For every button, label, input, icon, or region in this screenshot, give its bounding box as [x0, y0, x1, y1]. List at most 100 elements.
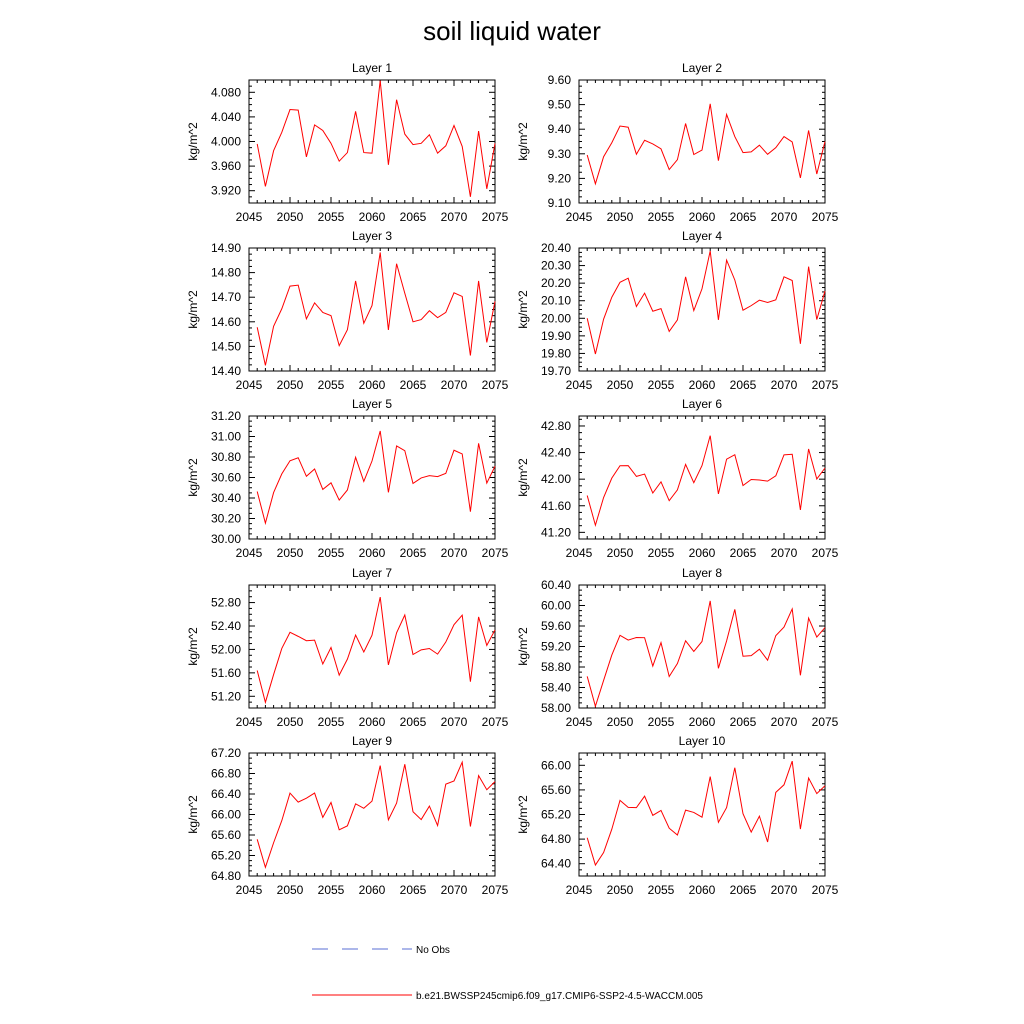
x-tick-label: 2060: [359, 210, 386, 224]
y-tick-label: 20.00: [541, 311, 571, 325]
panel-title: Layer 5: [352, 397, 392, 411]
y-tick-label: 66.80: [211, 767, 241, 781]
x-tick-label: 2050: [277, 715, 304, 729]
x-tick-label: 2075: [482, 378, 509, 392]
y-tick-label: 59.20: [541, 640, 571, 654]
x-tick-label: 2070: [771, 378, 798, 392]
chart-panel-layer-8: Layer 8 kg/m^2 2045 2050 2055 2060 2065 2070 207…: [516, 566, 839, 729]
x-tick-label: 2060: [359, 883, 386, 897]
y-tick-label: 51.60: [211, 666, 241, 680]
y-tick-label: 14.40: [211, 364, 241, 378]
x-tick-label: 2065: [400, 546, 427, 560]
x-tick-label: 2055: [648, 546, 675, 560]
legend: No Obs b.e21.BWSSP245cmip6.f09_g17.CMIP6-…: [312, 945, 703, 1002]
x-tick-label: 2075: [812, 546, 839, 560]
x-tick-label: 2070: [441, 715, 468, 729]
y-tick-label: 64.80: [211, 869, 241, 883]
x-tick-label: 2065: [400, 883, 427, 897]
x-tick-label: 2045: [566, 378, 593, 392]
x-tick-label: 2060: [689, 210, 716, 224]
panel-title: Layer 1: [352, 61, 392, 75]
panel-title: Layer 8: [682, 566, 722, 580]
y-tick-label: 60.00: [541, 599, 571, 613]
x-tick-label: 2055: [318, 546, 345, 560]
x-tick-label: 2060: [359, 715, 386, 729]
y-tick-label: 14.60: [211, 315, 241, 329]
y-tick-label: 64.40: [541, 857, 571, 871]
chart-panel-layer-6: Layer 6 kg/m^2 2045 2050 2055 2060 2065 2070 207…: [516, 397, 839, 560]
x-tick-label: 2050: [607, 715, 634, 729]
y-tick-label: 51.20: [211, 689, 241, 703]
y-tick-label: 4.000: [211, 135, 241, 149]
y-axis-label: kg/m^2: [186, 458, 200, 497]
series-line: [256, 252, 496, 366]
y-tick-label: 59.60: [541, 619, 571, 633]
panel-title: Layer 3: [352, 229, 392, 243]
y-tick-label: 64.80: [541, 832, 571, 846]
plot-frame: [248, 247, 496, 372]
x-tick-label: 2075: [482, 715, 509, 729]
series-line: [586, 103, 826, 186]
x-tick-label: 2070: [771, 883, 798, 897]
y-tick-label: 60.40: [541, 578, 571, 592]
x-tick-label: 2065: [730, 378, 757, 392]
y-tick-label: 20.10: [541, 294, 571, 308]
x-tick-label: 2070: [441, 378, 468, 392]
x-tick-label: 2045: [236, 378, 263, 392]
y-tick-label: 66.40: [211, 787, 241, 801]
x-tick-label: 2065: [730, 883, 757, 897]
y-tick-label: 42.80: [541, 419, 571, 433]
x-tick-label: 2065: [400, 210, 427, 224]
x-tick-label: 2055: [318, 883, 345, 897]
y-tick-label: 9.50: [548, 98, 572, 112]
series-line: [586, 250, 826, 355]
y-tick-label: 30.00: [211, 532, 241, 546]
panel-title: Layer 10: [679, 734, 726, 748]
series-line: [256, 80, 496, 197]
x-tick-label: 2050: [277, 546, 304, 560]
y-tick-label: 66.00: [541, 758, 571, 772]
x-tick-label: 2065: [730, 715, 757, 729]
plot-frame: [248, 415, 496, 540]
y-tick-label: 9.40: [548, 122, 572, 136]
x-tick-label: 2045: [236, 210, 263, 224]
chart-panel-layer-3: Layer 3 kg/m^2 2045 2050 2055 2060 2065 2070 207…: [186, 229, 509, 392]
y-tick-label: 30.80: [211, 450, 241, 464]
y-axis-label: kg/m^2: [186, 290, 200, 329]
y-tick-label: 19.90: [541, 329, 571, 343]
series-line: [586, 435, 826, 528]
x-tick-label: 2060: [689, 546, 716, 560]
panel-title: Layer 2: [682, 61, 722, 75]
x-tick-label: 2045: [566, 210, 593, 224]
x-tick-label: 2075: [482, 883, 509, 897]
series-line: [586, 760, 826, 867]
x-tick-label: 2055: [318, 715, 345, 729]
x-tick-label: 2065: [730, 210, 757, 224]
y-tick-label: 19.70: [541, 364, 571, 378]
x-tick-label: 2050: [607, 883, 634, 897]
y-tick-label: 9.30: [548, 147, 572, 161]
y-axis-label: kg/m^2: [516, 795, 530, 834]
y-tick-label: 65.20: [541, 808, 571, 822]
y-tick-label: 14.70: [211, 290, 241, 304]
y-tick-label: 58.00: [541, 701, 571, 715]
y-tick-label: 19.80: [541, 346, 571, 360]
x-tick-label: 2070: [441, 883, 468, 897]
x-tick-label: 2070: [441, 546, 468, 560]
y-axis-label: kg/m^2: [516, 290, 530, 329]
x-tick-label: 2045: [236, 546, 263, 560]
legend-label-model: b.e21.BWSSP245cmip6.f09_g17.CMIP6-SSP2-4…: [416, 991, 703, 1002]
x-tick-label: 2070: [441, 210, 468, 224]
series-line: [256, 430, 496, 526]
y-tick-label: 52.80: [211, 596, 241, 610]
y-tick-label: 3.920: [211, 184, 241, 198]
x-tick-label: 2045: [236, 715, 263, 729]
panel-title: Layer 9: [352, 734, 392, 748]
x-tick-label: 2070: [771, 715, 798, 729]
series-line: [586, 600, 826, 709]
chart-panel-layer-9: Layer 9 kg/m^2 2045 2050 2055 2060 2065 2070 207…: [186, 734, 509, 897]
y-axis-label: kg/m^2: [516, 627, 530, 666]
y-tick-label: 52.40: [211, 619, 241, 633]
y-tick-label: 20.20: [541, 276, 571, 290]
series-line: [256, 596, 496, 705]
